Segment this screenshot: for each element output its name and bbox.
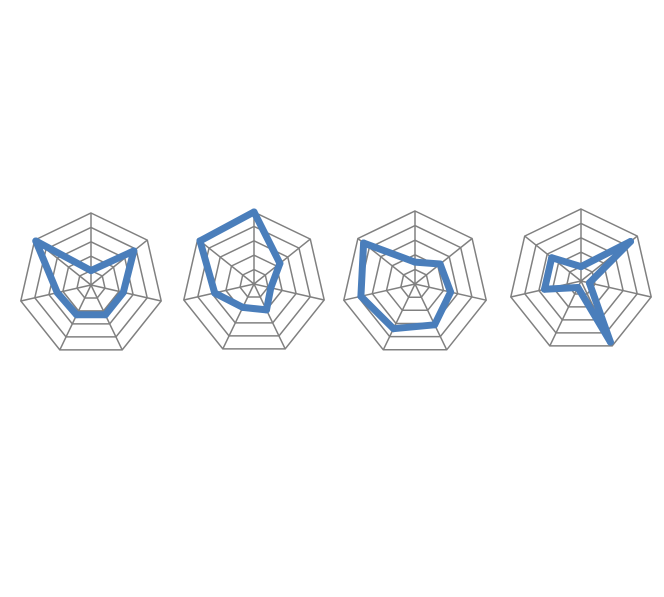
data-point — [447, 288, 455, 296]
axis-spoke-6 — [343, 283, 416, 301]
data-point — [276, 259, 284, 267]
data-point — [627, 238, 634, 245]
data-point — [32, 237, 40, 245]
grid-ring-3 — [211, 239, 297, 324]
data-point — [431, 321, 439, 329]
data-point — [119, 288, 127, 296]
data-point — [577, 263, 585, 271]
data-point — [87, 267, 95, 275]
grid-ring-4 — [357, 224, 473, 338]
axis-spoke-2 — [414, 237, 473, 285]
axis-spoke-7 — [197, 238, 255, 285]
data-point — [390, 325, 397, 333]
series-polygon-1 — [541, 238, 634, 346]
data-point — [360, 239, 368, 247]
data-point — [53, 289, 61, 297]
data-point — [574, 284, 582, 291]
data-point — [541, 285, 548, 293]
data-point — [211, 289, 219, 297]
radar-chart-1 — [19, 212, 163, 351]
grid-ring-5 — [509, 208, 653, 347]
radar-chart-2 — [182, 208, 326, 350]
grid-ring-5 — [342, 210, 488, 351]
grid-ring-1 — [76, 269, 106, 299]
grid-ring-1 — [239, 268, 269, 298]
axis-spoke-2 — [90, 239, 148, 286]
data-point — [101, 311, 109, 319]
grid-ring-5 — [182, 211, 326, 350]
data-point — [411, 258, 419, 266]
axis-spoke-5 — [382, 283, 416, 351]
axis-spoke-3 — [253, 283, 325, 301]
grid-ring-1 — [399, 268, 431, 298]
data-point — [263, 306, 270, 314]
axis-spoke-5 — [549, 280, 582, 347]
grid-ring-2 — [62, 255, 120, 312]
axis-spoke-4 — [414, 283, 448, 351]
data-point — [267, 284, 275, 292]
series-polygon-1 — [357, 239, 455, 333]
axis-spoke-5 — [222, 283, 255, 350]
series-polygon-1 — [32, 237, 138, 319]
series-polygon-1 — [196, 208, 284, 314]
axis-spoke-4 — [253, 283, 286, 350]
data-point — [436, 260, 444, 268]
data-point — [196, 237, 204, 245]
data-point — [606, 338, 614, 346]
radar-chart-3 — [342, 210, 488, 351]
data-point — [250, 208, 258, 216]
grid-ring-5 — [19, 212, 163, 351]
data-point — [585, 279, 593, 287]
data-point — [73, 311, 81, 319]
grid-ring-3 — [48, 240, 134, 325]
data-point — [239, 303, 247, 311]
grid-ring-4 — [523, 222, 639, 334]
data-point — [130, 247, 138, 255]
radar-chart-4 — [509, 208, 653, 347]
data-point — [357, 292, 365, 300]
data-point — [548, 254, 556, 262]
